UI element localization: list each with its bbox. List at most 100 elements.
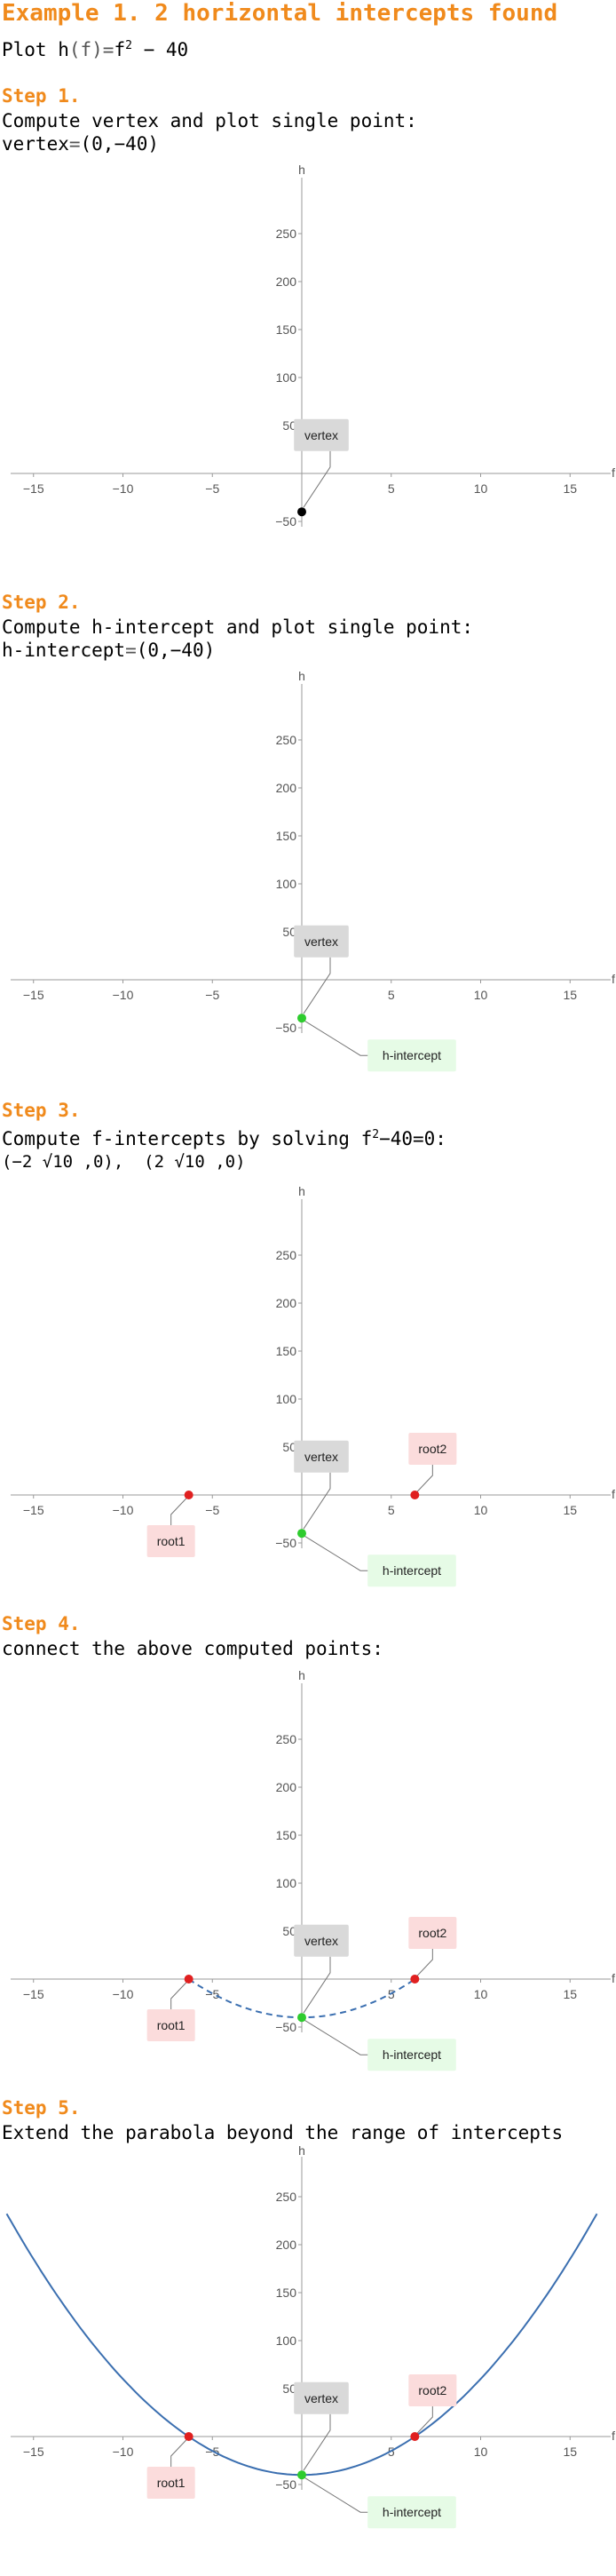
h-tick-label: 100: [276, 370, 297, 385]
vertex-label-text: vertex: [304, 1934, 338, 1948]
f-tick-label: 10: [474, 481, 488, 496]
h-tick-label: −50: [275, 2020, 296, 2034]
f-tick-label: 10: [474, 988, 488, 1002]
h-intercept-point: [297, 1014, 306, 1023]
vertex-leader: [303, 957, 331, 1014]
h-tick-label: 250: [276, 227, 297, 241]
chart-step-1: f h −15 −10 −5 5 10 15 −50 50 100 150 200 250 vertex: [11, 163, 615, 529]
vertex-label-box: [294, 1924, 349, 1957]
h-intercept-label-box: [367, 1039, 456, 1072]
h-tick-label: 50: [282, 925, 296, 939]
f-axis-label: f: [612, 2429, 615, 2443]
vertex-label-text: vertex: [304, 934, 338, 949]
root2-label-box: [408, 2374, 457, 2406]
step-2-label: Step 2.: [2, 592, 81, 613]
h-intercept-label-text: h-intercept: [383, 2505, 441, 2519]
vertex-label-text: vertex: [304, 1450, 338, 1464]
root1-point: [184, 1491, 193, 1499]
f-tick-label: −5: [205, 988, 219, 1002]
step-1-text: Compute vertex and plot single point:: [2, 110, 417, 131]
root1-label-text: root1: [157, 2018, 186, 2032]
f-tick-label: −15: [23, 1503, 44, 1517]
step-5-label: Step 5.: [2, 2097, 81, 2119]
root1-label-box: [146, 1525, 195, 1557]
h-axis-label: h: [298, 669, 305, 683]
h-intercept-label-text: h-intercept: [383, 1048, 441, 1062]
root1-label-box: [146, 2009, 195, 2041]
root2-label-box: [408, 1917, 457, 1949]
h-tick-label: −50: [275, 1021, 296, 1035]
root2-leader: [415, 1465, 433, 1493]
f-tick-label: −15: [23, 988, 44, 1002]
step-2-text: Compute h-intercept and plot single poin…: [2, 616, 474, 638]
plot-exp: 2: [125, 39, 132, 52]
f-tick-label: −15: [23, 1987, 44, 2001]
vertex-label-box: [294, 418, 349, 451]
vertex-leader: [303, 2413, 331, 2471]
f-axis-label: f: [612, 1971, 615, 1985]
f-tick-label: 5: [388, 1503, 395, 1517]
h-tick-label: 50: [282, 1924, 296, 1938]
h-axis-label: h: [298, 1184, 305, 1198]
h-tick-label: 100: [276, 1392, 297, 1406]
f-tick-label: 10: [474, 1503, 488, 1517]
h-tick-label: 150: [276, 1828, 297, 1842]
step-3-roots: (−2 √10 ,0), (2 √10 ,0): [2, 1149, 246, 1174]
chart-step-2: f h −15 −10 −5 5 10 15 −50 50 100 150 200 250 vertex h-…: [11, 669, 615, 1072]
f-axis-label: f: [612, 465, 615, 480]
root2-point: [410, 1975, 420, 1984]
vertex-label-text: vertex: [304, 428, 338, 442]
root1-leader: [170, 1497, 188, 1525]
vertex-leader: [303, 450, 331, 508]
plot-prefix: Plot h: [2, 39, 69, 60]
vertex-label-text: vertex: [304, 2391, 338, 2405]
step-1-result: vertex=(0,−40): [2, 133, 160, 155]
root2-label-text: root2: [418, 1926, 446, 1940]
step-3-text-prefix: Compute f-intercepts by solving f: [2, 1128, 373, 1149]
h-tick-label: 200: [276, 1296, 297, 1310]
f-tick-label: −5: [205, 1987, 219, 2001]
h-axis-label: h: [298, 2143, 305, 2158]
h-tick-label: 250: [276, 733, 297, 747]
root1-point: [184, 2432, 193, 2441]
vertex-point: [297, 507, 306, 517]
root2-leader: [415, 2406, 433, 2435]
h-tick-label: 200: [276, 2238, 297, 2252]
root1-label-text: root1: [157, 1534, 186, 1548]
step-3-root-right: (2 √10 ,0): [144, 1152, 246, 1172]
h-tick-label: 200: [276, 274, 297, 289]
page-title: Example 1. 2 horizontal intercepts found: [2, 0, 558, 27]
f-axis-label: f: [612, 1487, 615, 1501]
h-tick-label: 250: [276, 2190, 297, 2204]
f-tick-label: −10: [113, 1987, 134, 2001]
vertex-label-box: [294, 925, 349, 958]
root2-point: [410, 1491, 420, 1499]
step-5-text: Extend the parabola beyond the range of …: [2, 2122, 564, 2143]
vertex-leader: [303, 1956, 331, 2014]
f-tick-label: −5: [205, 1503, 219, 1517]
step-2-result-value: (0,−40): [136, 640, 216, 661]
h-intercept-leader: [304, 2019, 371, 2055]
vertex-label-box: [294, 1440, 349, 1473]
h-tick-label: 50: [282, 1440, 296, 1454]
h-intercept-label-text: h-intercept: [383, 2047, 441, 2062]
h-tick-label: 50: [282, 418, 296, 433]
root1-label-text: root1: [157, 2476, 186, 2490]
root2-label-text: root2: [418, 1442, 446, 1456]
step-3-root-left: (−2 √10 ,0),: [2, 1152, 124, 1172]
step-1-result-name: vertex: [2, 133, 69, 155]
plot-formula: Plot h(f)=f2 − 40: [2, 34, 188, 62]
plot-tail: − 40: [131, 39, 189, 60]
plot-base: f: [114, 39, 126, 60]
f-tick-label: −10: [113, 2445, 134, 2459]
f-tick-label: −15: [23, 2445, 44, 2459]
f-tick-label: 5: [388, 988, 395, 1002]
root2-label-box: [408, 1433, 457, 1465]
f-tick-label: −10: [113, 988, 134, 1002]
h-intercept-point: [297, 1529, 306, 1538]
h-intercept-label-text: h-intercept: [383, 1563, 441, 1578]
h-tick-label: −50: [275, 2477, 296, 2492]
h-intercept-leader: [304, 2477, 371, 2513]
root1-label-box: [146, 2467, 195, 2499]
h-intercept-label-box: [367, 1554, 456, 1587]
